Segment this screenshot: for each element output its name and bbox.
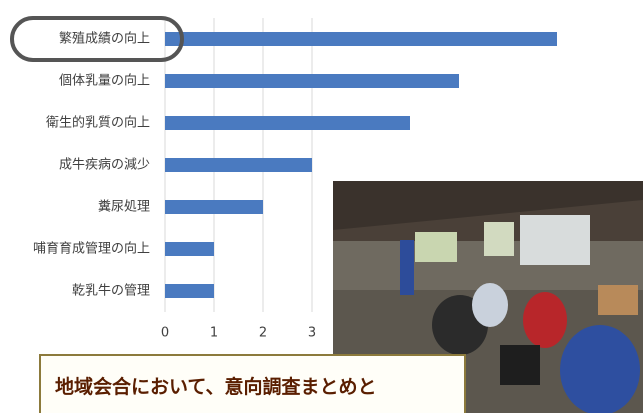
photo <box>333 181 643 415</box>
bar <box>165 116 410 130</box>
x-tick-label: 1 <box>210 326 218 341</box>
bar <box>165 158 312 172</box>
plot-area: 0 1 2 3 繁殖成績の向上個体乳量の向上衛生的乳質の向上成牛疾病の減少糞尿処理哺育育… <box>33 18 557 341</box>
y-tick-label: 糞尿処理 <box>98 200 150 215</box>
bar <box>165 242 214 256</box>
y-tick-label: 成牛疾病の減少 <box>59 157 150 173</box>
y-tick-label: 繁殖成績の向上 <box>59 31 150 47</box>
x-tick-label: 3 <box>308 326 316 341</box>
y-tick-label: 哺育育成管理の向上 <box>33 241 150 257</box>
caption: 地域会合において、意向調査まとめと <box>55 375 376 398</box>
bar <box>165 32 557 46</box>
y-tick-label: 個体乳量の向上 <box>59 73 150 89</box>
caption-box <box>39 354 466 416</box>
x-tick-label: 0 <box>161 326 169 341</box>
bar <box>165 284 214 298</box>
y-tick-label: 乾乳牛の管理 <box>72 284 150 299</box>
bar <box>165 74 459 88</box>
y-tick-label: 衛生的乳質の向上 <box>46 115 150 131</box>
x-tick-label: 2 <box>259 326 267 341</box>
highlight-ring <box>10 16 184 62</box>
bar <box>165 200 263 214</box>
